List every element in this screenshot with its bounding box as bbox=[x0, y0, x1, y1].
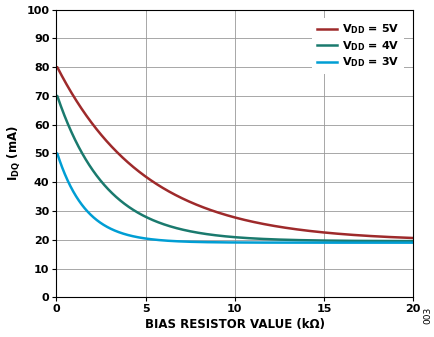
Legend: V$_\mathregular{DD}$ = 5V, V$_\mathregular{DD}$ = 4V, V$_\mathregular{DD}$ = 3V: V$_\mathregular{DD}$ = 5V, V$_\mathregul… bbox=[312, 18, 403, 74]
Y-axis label: I$_\mathregular{DQ}$ (mA): I$_\mathregular{DQ}$ (mA) bbox=[6, 125, 22, 181]
X-axis label: BIAS RESISTOR VALUE (kΩ): BIAS RESISTOR VALUE (kΩ) bbox=[145, 318, 324, 332]
Text: 003: 003 bbox=[423, 306, 432, 324]
